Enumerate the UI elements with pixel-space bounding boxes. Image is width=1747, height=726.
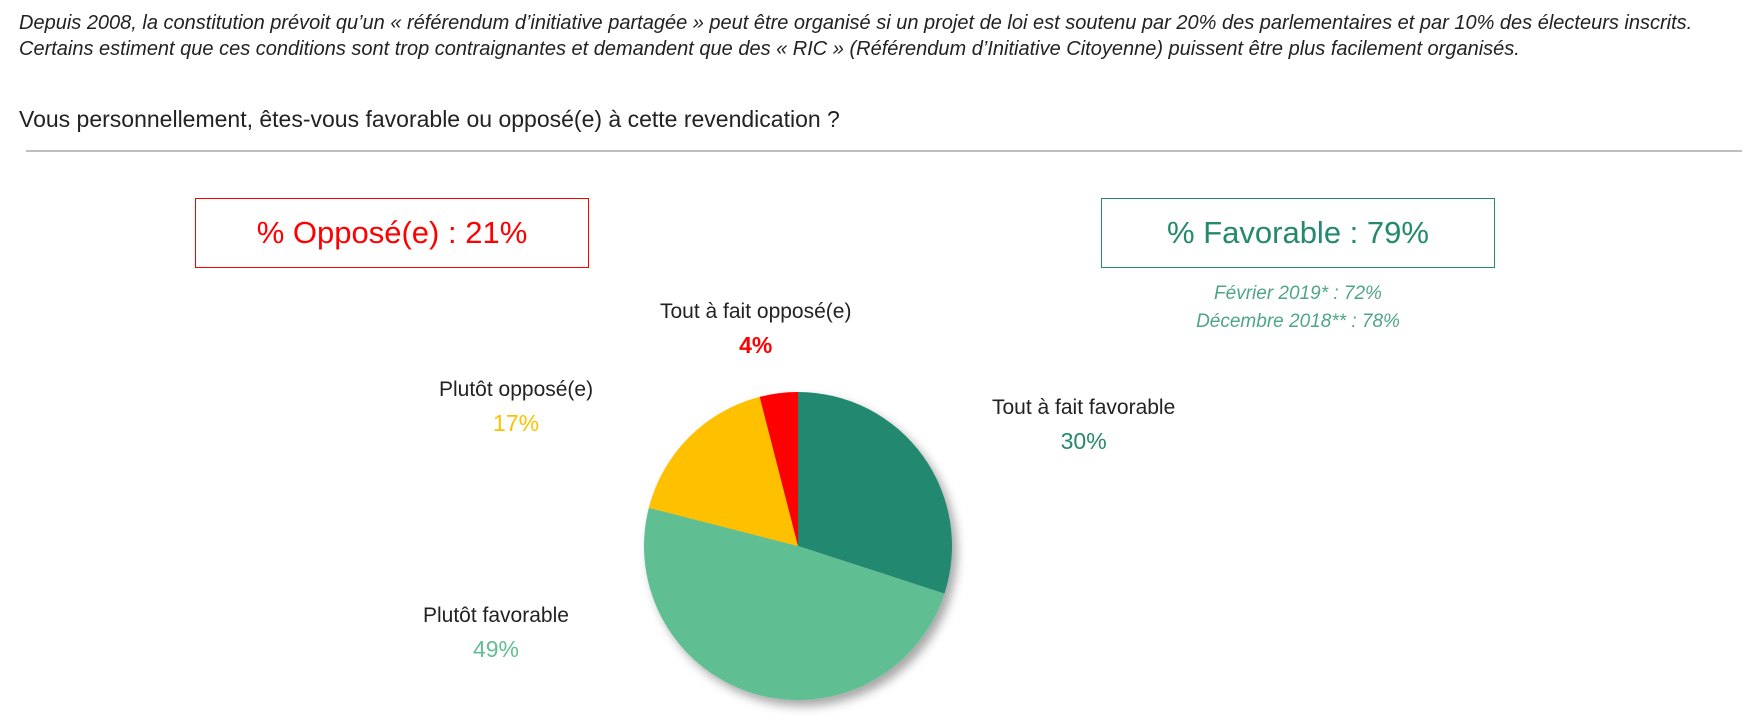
- label-tout-a-fait-favorable-name: Tout à fait favorable: [992, 396, 1176, 419]
- intro-text: Depuis 2008, la constitution prévoit qu’…: [19, 12, 1693, 60]
- trend-february-2019: Février 2019* : 72%: [1214, 283, 1382, 304]
- label-tout-a-fait-oppose-name: Tout à fait opposé(e): [660, 300, 852, 323]
- label-plutot-favorable-name: Plutôt favorable: [423, 604, 569, 627]
- pie-slice-tout-a-fait-favorable: [798, 392, 952, 594]
- pie-slice-plutot-oppose: [648, 396, 798, 546]
- question-text: Vous personnellement, êtes-vous favorabl…: [19, 106, 840, 132]
- label-tout-a-fait-oppose-pct: 4%: [739, 332, 773, 358]
- pie-slice-plutot-favorable: [644, 507, 945, 700]
- label-plutot-oppose: Plutôt opposé(e) 17%: [439, 378, 593, 437]
- divider: [26, 150, 1742, 152]
- trend-december-2018: Décembre 2018** : 78%: [1196, 311, 1400, 332]
- label-tout-a-fait-favorable-pct: 30%: [1060, 428, 1107, 454]
- label-tout-a-fait-favorable: Tout à fait favorable 30%: [992, 396, 1175, 455]
- favorable-total-box: % Favorable : 79%: [1101, 198, 1495, 268]
- label-tout-a-fait-oppose: Tout à fait opposé(e) 4%: [660, 300, 851, 359]
- pie-slice-tout-a-fait-oppose: [759, 392, 798, 546]
- label-plutot-favorable-pct: 49%: [472, 636, 519, 662]
- label-plutot-favorable: Plutôt favorable 49%: [423, 604, 569, 663]
- label-plutot-oppose-name: Plutôt opposé(e): [439, 378, 594, 401]
- opposed-total-box: % Opposé(e) : 21%: [195, 198, 589, 268]
- label-plutot-oppose-pct: 17%: [493, 410, 540, 436]
